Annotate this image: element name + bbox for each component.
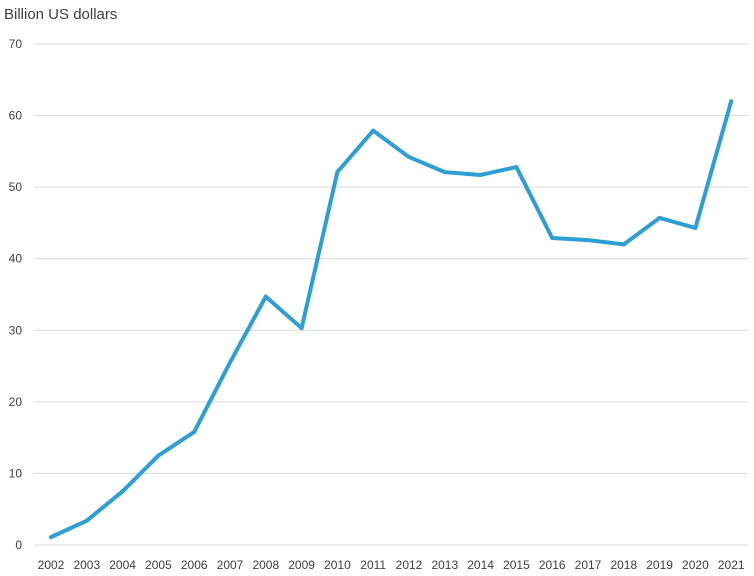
data-point <box>442 170 447 175</box>
data-point <box>729 99 734 104</box>
data-point <box>84 518 89 523</box>
data-point <box>120 489 125 494</box>
y-tick-label: 70 <box>9 37 23 51</box>
x-tick-label: 2012 <box>396 558 423 572</box>
x-tick-label: 2002 <box>38 558 65 572</box>
x-tick-labels: 2002 2003 2004 2005 2006 2007 2008 2009 2010 2011… <box>38 558 745 572</box>
x-tick-label: 2005 <box>145 558 172 572</box>
data-point <box>371 128 376 133</box>
data-point <box>299 326 304 331</box>
data-point <box>407 155 411 160</box>
gridlines <box>34 43 748 546</box>
y-tick-label: 10 <box>9 466 23 480</box>
x-tick-label: 2009 <box>288 558 315 572</box>
y-tick-label: 40 <box>9 252 23 266</box>
y-tick-label: 60 <box>9 109 23 123</box>
data-point <box>621 242 626 247</box>
data-point <box>586 238 590 243</box>
data-point <box>478 172 483 177</box>
x-tick-label: 2020 <box>682 558 709 572</box>
x-tick-label: 2013 <box>431 558 458 572</box>
x-tick-label: 2019 <box>646 558 673 572</box>
x-tick-label: 2004 <box>109 558 136 572</box>
series-line <box>49 99 734 540</box>
data-point <box>192 429 197 434</box>
data-point <box>657 215 662 220</box>
data-point <box>49 535 53 540</box>
series-group <box>49 99 734 540</box>
x-tick-label: 2017 <box>575 558 602 572</box>
y-axis-title: Billion US dollars <box>4 6 117 23</box>
x-tick-label: 2011 <box>360 558 386 572</box>
y-tick-label: 30 <box>9 323 23 337</box>
data-point <box>693 225 698 230</box>
y-tick-label: 20 <box>9 395 23 409</box>
x-tick-label: 2007 <box>217 558 244 572</box>
data-point <box>156 453 161 458</box>
x-tick-label: 2021 <box>718 558 745 572</box>
x-tick-label: 2008 <box>252 558 279 572</box>
y-tick-label: 0 <box>15 538 22 552</box>
y-tick-labels: 0 10 20 30 40 50 60 70 <box>9 37 23 552</box>
x-tick-label: 2010 <box>324 558 351 572</box>
x-tick-label: 2016 <box>539 558 566 572</box>
data-point <box>263 294 268 299</box>
x-tick-label: 2003 <box>73 558 100 572</box>
data-point <box>550 235 555 240</box>
x-tick-label: 2018 <box>610 558 637 572</box>
data-point <box>335 170 340 175</box>
x-tick-label: 2014 <box>467 558 494 572</box>
data-point <box>514 165 519 170</box>
x-tick-label: 2015 <box>503 558 530 572</box>
x-tick-label: 2006 <box>181 558 208 572</box>
data-point <box>228 360 232 365</box>
y-tick-label: 50 <box>9 180 23 194</box>
